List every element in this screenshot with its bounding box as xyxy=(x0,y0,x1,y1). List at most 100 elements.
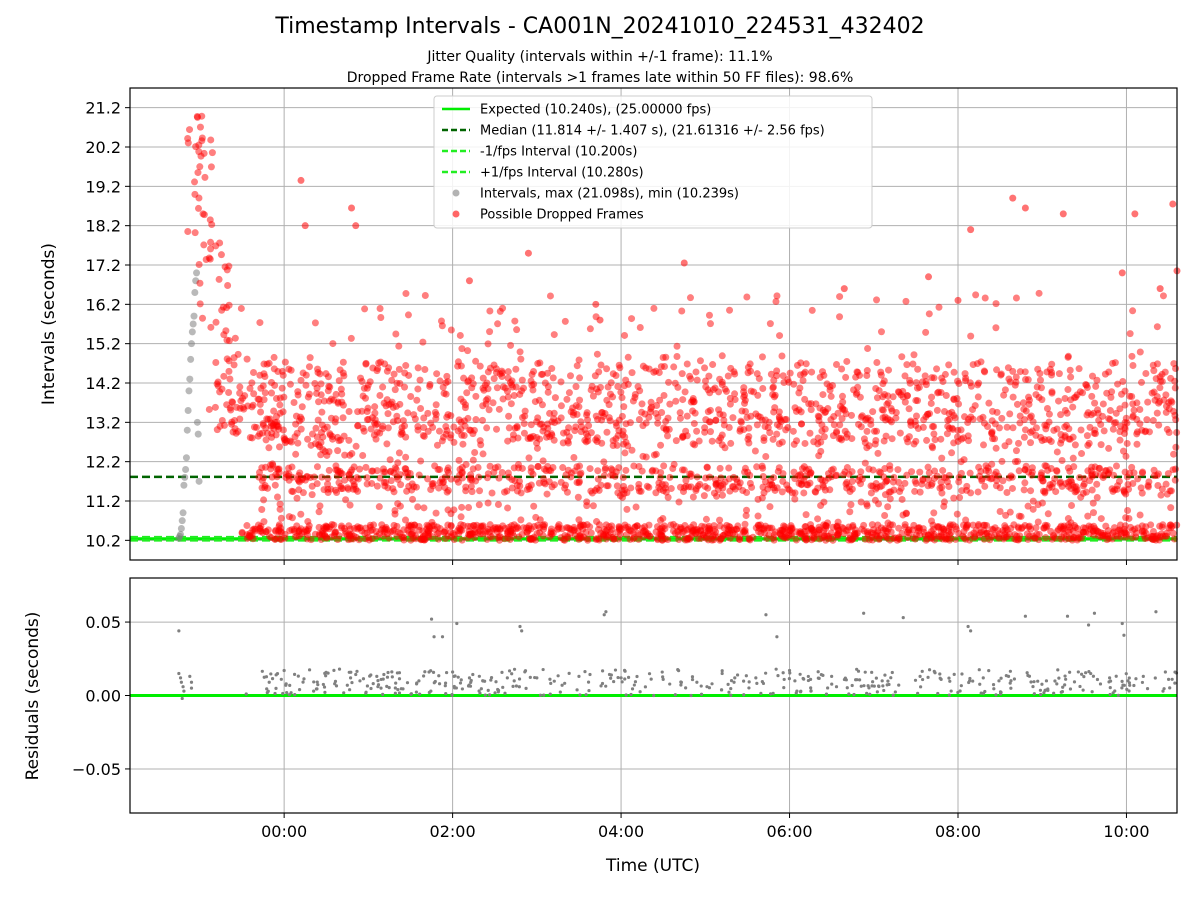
dropped-frame-point xyxy=(674,383,682,391)
dropped-frame-point xyxy=(220,372,228,380)
dropped-frame-point xyxy=(453,475,461,483)
dropped-frame-point xyxy=(1080,524,1088,532)
dropped-frame-point xyxy=(802,360,810,368)
residual-point xyxy=(567,671,571,675)
dropped-frame-point xyxy=(1053,527,1061,535)
dropped-frame-point xyxy=(486,532,494,540)
residual-point xyxy=(661,675,665,679)
dropped-frame-point xyxy=(978,475,986,483)
dropped-frame-point xyxy=(465,277,473,285)
dropped-frame-point xyxy=(341,527,349,535)
dropped-frame-point xyxy=(884,392,892,400)
dropped-frame-point xyxy=(928,393,936,401)
dropped-frame-point xyxy=(414,364,422,372)
dropped-frame-point xyxy=(870,427,878,435)
dropped-frame-point xyxy=(1002,511,1010,519)
residual-point xyxy=(609,673,613,677)
dropped-frame-point xyxy=(496,307,504,315)
dropped-frame-point xyxy=(358,407,366,415)
residual-point xyxy=(936,691,940,696)
intervals-plot-frame xyxy=(129,87,1178,561)
residual-point xyxy=(1080,672,1084,676)
dropped-frame-point xyxy=(195,260,203,268)
dropped-frame-point xyxy=(684,534,692,542)
dropped-frame-point xyxy=(510,392,518,400)
residual-point xyxy=(188,674,192,679)
dropped-frame-point xyxy=(389,485,397,493)
residual-point xyxy=(1009,686,1013,690)
dropped-frame-point xyxy=(575,356,583,364)
dropped-frame-point xyxy=(507,400,515,408)
dropped-frame-point xyxy=(883,477,891,485)
dropped-frame-point xyxy=(861,459,869,467)
dropped-frame-point xyxy=(706,428,714,436)
dropped-frame-point xyxy=(243,522,251,530)
dropped-frame-point xyxy=(1153,323,1161,331)
residual-point xyxy=(918,674,922,679)
dropped-frame-point xyxy=(762,452,770,460)
dropped-frame-point xyxy=(232,429,240,437)
dropped-frame-point xyxy=(225,337,233,345)
dropped-frame-point xyxy=(1012,294,1020,302)
dropped-frame-point xyxy=(643,482,651,490)
residual-point xyxy=(916,691,920,695)
dropped-frame-point xyxy=(895,388,903,396)
residual-point xyxy=(968,676,972,681)
dropped-frame-point xyxy=(370,431,378,439)
dropped-frame-point xyxy=(881,491,889,499)
interval-point xyxy=(189,320,197,328)
dropped-frame-point xyxy=(601,410,609,418)
dropped-frame-point xyxy=(461,404,469,412)
dropped-frame-point xyxy=(656,396,664,404)
residual-point xyxy=(933,671,937,675)
dropped-frame-point xyxy=(814,484,822,492)
dropped-frame-point xyxy=(442,423,450,431)
dropped-frame-point xyxy=(391,386,399,394)
dropped-frame-point xyxy=(359,451,367,459)
residual-point xyxy=(992,687,996,691)
dropped-frame-point xyxy=(1128,352,1136,360)
dropped-frame-point xyxy=(692,368,700,376)
residual-point xyxy=(444,691,448,696)
dropped-frame-point xyxy=(944,416,952,424)
dropped-frame-point xyxy=(345,522,353,530)
dropped-frame-point xyxy=(629,397,637,405)
dropped-frame-point xyxy=(402,453,410,461)
dropped-frame-point xyxy=(546,409,554,417)
dropped-frame-point xyxy=(306,354,314,362)
dropped-frame-point xyxy=(1039,487,1047,495)
residual-point xyxy=(998,690,1003,694)
residual-point xyxy=(1057,676,1061,680)
dropped-frame-point xyxy=(1027,525,1035,533)
dropped-frame-point xyxy=(417,405,425,413)
legend-dropped-frames-swatch xyxy=(452,210,460,218)
dropped-frame-point xyxy=(884,519,892,527)
dropped-frame-point xyxy=(708,536,716,544)
residual-point xyxy=(365,684,370,688)
dropped-frame-point xyxy=(281,358,289,366)
residual-point xyxy=(1082,674,1086,679)
residual-point xyxy=(350,680,354,685)
residual-point xyxy=(429,669,433,673)
dropped-frame-point xyxy=(853,529,861,537)
dropped-frame-point xyxy=(1045,436,1053,444)
dropped-frame-point xyxy=(801,472,809,480)
dropped-frame-point xyxy=(674,527,682,535)
dropped-frame-point xyxy=(558,525,566,533)
dropped-frame-point xyxy=(753,421,761,429)
residual-point xyxy=(759,691,763,695)
dropped-frame-point xyxy=(280,393,288,401)
residual-point xyxy=(883,673,887,677)
dropped-frame-point xyxy=(598,439,606,447)
dropped-frame-point xyxy=(922,381,930,389)
dropped-frame-point xyxy=(259,429,267,437)
residual-point xyxy=(386,670,390,675)
dropped-frame-point xyxy=(202,255,210,263)
dropped-frame-point xyxy=(318,473,326,481)
dropped-frame-point xyxy=(1122,514,1130,522)
residual-point xyxy=(732,680,736,684)
dropped-frame-point xyxy=(464,347,472,355)
dropped-frame-point xyxy=(194,169,202,177)
residual-point xyxy=(1032,692,1036,696)
dropped-frame-point xyxy=(683,360,691,368)
